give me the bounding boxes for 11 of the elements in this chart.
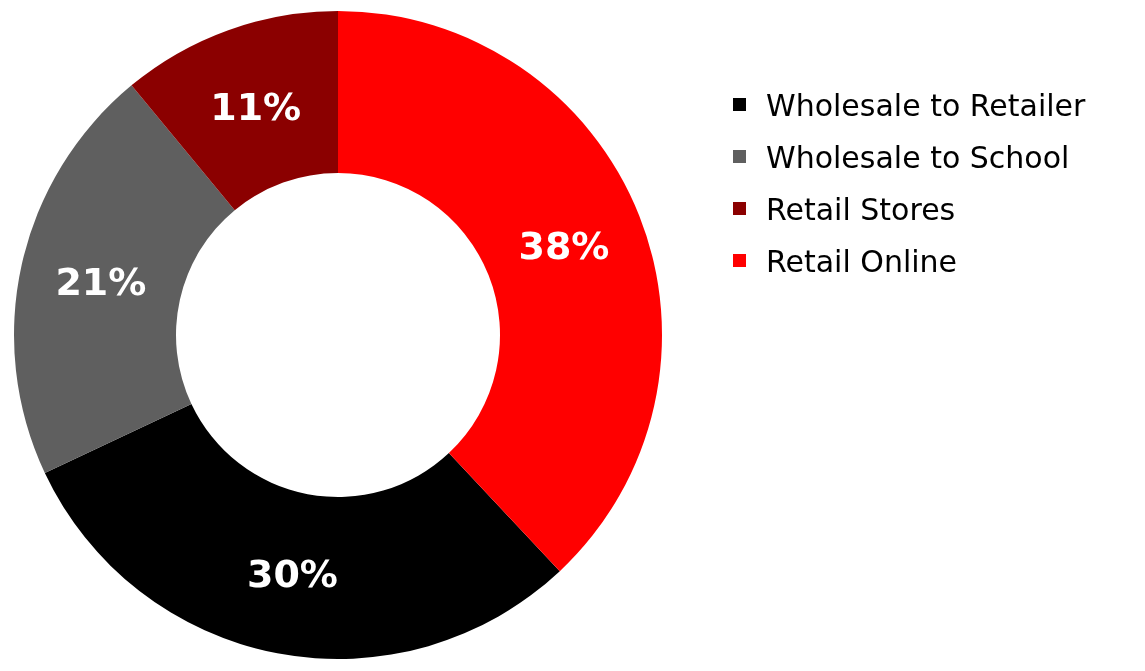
legend-label: Wholesale to Retailer bbox=[766, 87, 1087, 123]
data-label: 30% bbox=[246, 552, 338, 596]
legend-label: Wholesale to School bbox=[766, 139, 1070, 175]
data-label: 38% bbox=[518, 223, 610, 268]
donut-slice bbox=[44, 403, 560, 659]
data-label: 21% bbox=[55, 260, 147, 305]
legend-label: Retail Online bbox=[766, 243, 958, 279]
legend-label: Retail Stores bbox=[766, 191, 956, 227]
donut-slice bbox=[131, 11, 338, 211]
donut-slice bbox=[338, 11, 662, 572]
data-label: 11% bbox=[210, 84, 302, 129]
